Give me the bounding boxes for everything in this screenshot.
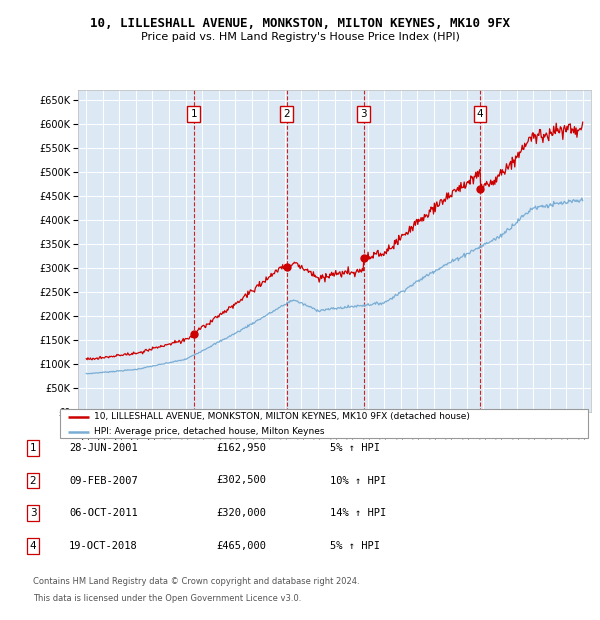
- Text: 4: 4: [477, 109, 484, 119]
- Text: HPI: Average price, detached house, Milton Keynes: HPI: Average price, detached house, Milt…: [94, 427, 325, 436]
- Text: Contains HM Land Registry data © Crown copyright and database right 2024.: Contains HM Land Registry data © Crown c…: [33, 577, 359, 586]
- Text: This data is licensed under the Open Government Licence v3.0.: This data is licensed under the Open Gov…: [33, 593, 301, 603]
- Text: 28-JUN-2001: 28-JUN-2001: [69, 443, 138, 453]
- Text: 2: 2: [283, 109, 290, 119]
- Text: 5% ↑ HPI: 5% ↑ HPI: [330, 443, 380, 453]
- Text: 3: 3: [361, 109, 367, 119]
- Text: £320,000: £320,000: [216, 508, 266, 518]
- Text: 14% ↑ HPI: 14% ↑ HPI: [330, 508, 386, 518]
- Text: 09-FEB-2007: 09-FEB-2007: [69, 476, 138, 485]
- Text: £162,950: £162,950: [216, 443, 266, 453]
- Text: 19-OCT-2018: 19-OCT-2018: [69, 541, 138, 551]
- Text: 10% ↑ HPI: 10% ↑ HPI: [330, 476, 386, 485]
- Text: £465,000: £465,000: [216, 541, 266, 551]
- Text: 10, LILLESHALL AVENUE, MONKSTON, MILTON KEYNES, MK10 9FX (detached house): 10, LILLESHALL AVENUE, MONKSTON, MILTON …: [94, 412, 470, 422]
- Text: 5% ↑ HPI: 5% ↑ HPI: [330, 541, 380, 551]
- Text: 10, LILLESHALL AVENUE, MONKSTON, MILTON KEYNES, MK10 9FX: 10, LILLESHALL AVENUE, MONKSTON, MILTON …: [90, 17, 510, 30]
- Text: 2: 2: [29, 476, 37, 485]
- Text: 1: 1: [190, 109, 197, 119]
- Text: £302,500: £302,500: [216, 476, 266, 485]
- Text: 3: 3: [29, 508, 37, 518]
- Text: 06-OCT-2011: 06-OCT-2011: [69, 508, 138, 518]
- Text: Price paid vs. HM Land Registry's House Price Index (HPI): Price paid vs. HM Land Registry's House …: [140, 32, 460, 42]
- Text: 4: 4: [29, 541, 37, 551]
- Text: 1: 1: [29, 443, 37, 453]
